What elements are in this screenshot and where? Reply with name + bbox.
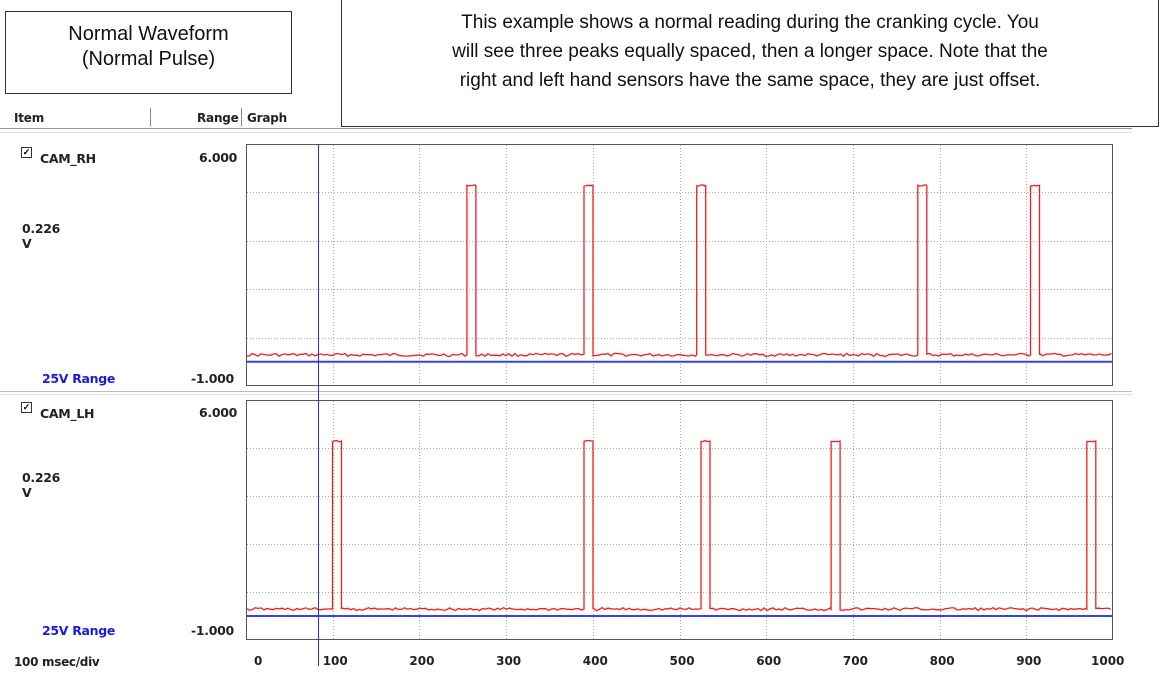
channel-checkbox[interactable]: ✓ [21, 147, 32, 158]
x-tick-label: 900 [1016, 654, 1042, 668]
column-header-graph[interactable]: Graph [247, 111, 287, 125]
range-min: -1.000 [191, 371, 234, 386]
range-max: 6.000 [199, 150, 238, 165]
column-header-range[interactable]: Range [197, 111, 239, 125]
x-tick-label: 600 [756, 654, 782, 668]
x-tick-label: 700 [842, 654, 868, 668]
column-divider[interactable] [241, 108, 242, 126]
callout-line: Normal Waveform [68, 23, 229, 45]
x-tick-label: 0 [254, 654, 263, 668]
callout-line: (Normal Pulse) [81, 48, 216, 70]
range-min: -1.000 [191, 623, 234, 638]
range-max: 6.000 [199, 405, 238, 420]
channel-value: 0.226 [22, 470, 61, 485]
time-scale-label: 100 msec/div [14, 655, 100, 669]
header-divider [0, 132, 1132, 133]
channel-unit: V [22, 485, 32, 500]
x-tick-label: 1000 [1091, 654, 1125, 668]
graph-frame [246, 400, 1113, 640]
callout-line: This example shows a normal reading duri… [461, 12, 1039, 33]
x-tick-label: 100 [322, 654, 348, 668]
channel-name: CAM_LH [40, 406, 95, 421]
signal-trace [246, 184, 1112, 358]
callout-line: will see three peaks equally spaced, the… [452, 41, 1048, 62]
waveform-title-callout: Normal Waveform (Normal Pulse) [5, 11, 292, 94]
graph-frame [246, 144, 1113, 386]
channel-value: 0.226 [22, 221, 61, 236]
x-tick-label: 300 [496, 654, 522, 668]
time-cursor[interactable] [318, 144, 319, 666]
x-tick-label: 800 [929, 654, 955, 668]
signal-trace [246, 439, 1112, 612]
x-tick-label: 400 [582, 654, 608, 668]
channel-unit: V [22, 236, 32, 251]
header-divider [0, 128, 1132, 129]
waveform-graph-cam-lh[interactable] [246, 400, 1113, 640]
description-callout: This example shows a normal reading duri… [341, 0, 1159, 127]
x-tick-label: 200 [409, 654, 435, 668]
x-tick-label: 500 [669, 654, 695, 668]
waveform-graph-cam-rh[interactable] [246, 144, 1113, 386]
range-setting[interactable]: 25V Range [42, 623, 116, 638]
channel-name: CAM_RH [40, 151, 96, 166]
column-divider[interactable] [150, 108, 151, 126]
range-setting[interactable]: 25V Range [42, 371, 116, 386]
column-header-item[interactable]: Item [14, 111, 45, 125]
channel-checkbox[interactable]: ✓ [21, 402, 32, 413]
callout-line: right and left hand sensors have the sam… [459, 70, 1041, 91]
channel-separator [0, 391, 1132, 392]
channel-separator [0, 394, 1132, 395]
